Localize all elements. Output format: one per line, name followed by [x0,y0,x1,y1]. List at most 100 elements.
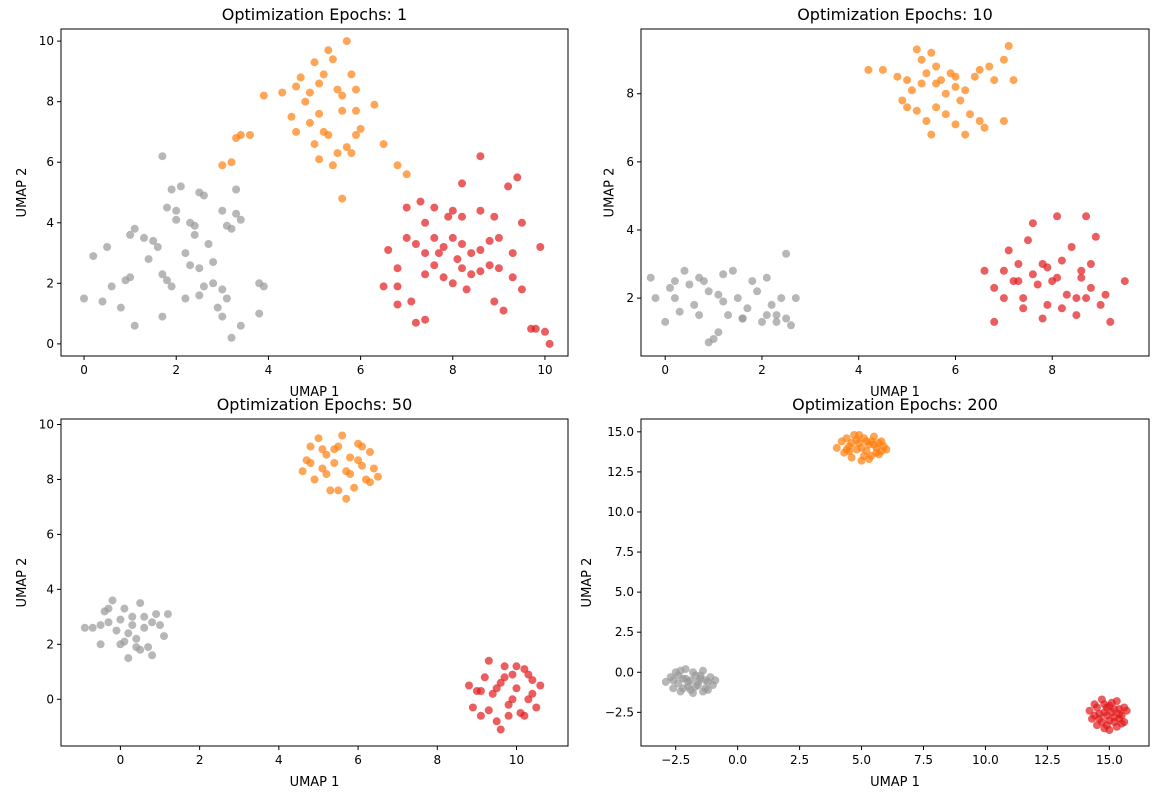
point-gray [767,300,776,309]
point-orange [985,62,994,71]
point-gray [787,321,795,330]
point-red [476,246,485,254]
point-orange [352,85,360,94]
point-orange [970,72,979,81]
point-red [411,240,420,248]
y-tick-label: 12.5 [607,465,634,479]
point-red [532,703,541,712]
point-gray [681,674,690,683]
axes-frame [60,418,569,747]
point-red [467,270,476,279]
point-red [1038,314,1047,323]
point-red [1043,300,1052,309]
y-tick-label: 10.0 [607,505,634,519]
point-red [1102,721,1111,730]
point-red [536,681,545,690]
point-red [407,297,416,306]
point-gray [156,621,164,630]
x-tick-label: −2.5 [661,753,690,767]
point-gray [163,610,172,619]
y-tick-label: 2 [626,291,634,305]
point-gray [669,684,678,693]
point-red [1107,708,1116,717]
point-gray [130,321,139,330]
point-red [490,297,499,306]
point-orange [315,155,324,164]
point-red [500,673,509,682]
point-red [485,236,494,245]
point-red [476,687,485,695]
axes-frame [60,28,569,357]
point-orange [373,472,382,481]
x-axis-label: UMAP 1 [290,385,340,400]
point-red [1115,709,1124,718]
point-red [1110,718,1119,726]
point-red [1033,280,1042,289]
y-tick-label: 0 [46,692,54,706]
point-red [430,233,439,242]
x-tick-label: 5.0 [852,753,871,767]
y-tick-label: 2 [46,276,54,290]
point-gray [689,668,697,677]
y-tick-label: −2.5 [605,705,634,719]
point-gray [120,637,129,646]
point-red [439,273,448,282]
point-red [421,249,430,258]
point-gray [104,618,113,627]
point-gray [738,314,747,323]
point-red [999,294,1008,303]
point-orange [961,86,970,95]
point-gray [666,283,674,292]
point-orange [358,442,366,451]
point-red [476,152,485,161]
y-tick-label: 7.5 [615,545,634,559]
y-tick-label: 10 [39,34,54,48]
point-red [1100,708,1109,717]
point-gray [116,303,125,312]
x-tick-label: 4 [265,363,273,377]
point-gray [686,685,695,694]
point-gray [163,276,171,285]
point-red [1019,294,1028,303]
point-red [528,689,537,698]
point-red [524,695,533,704]
point-orange [961,130,970,139]
point-red [485,261,494,270]
y-axis-label: UMAP 2 [580,558,595,608]
point-red [439,243,448,251]
point-gray [777,294,786,303]
x-axis-label: UMAP 1 [870,775,920,790]
point-red [1086,260,1095,268]
point-gray [167,282,176,291]
point-red [467,249,476,258]
point-orange [346,470,355,478]
point-red [458,240,466,248]
point-orange [865,455,873,464]
point-gray [104,604,113,613]
point-orange [917,55,926,64]
point-gray [128,621,137,630]
x-tick-label: 2 [758,363,766,377]
point-orange [218,161,227,170]
point-gray [227,224,236,233]
x-tick-label: 12.5 [1034,753,1061,767]
point-orange [287,112,296,121]
point-gray [160,632,168,641]
point-red [430,203,439,212]
x-axis-label: UMAP 1 [870,385,920,400]
point-red [458,179,466,188]
subplot-epochs-1: 0 2 4 6 8 10 0 2 4 6 8 10 Optimization Epochs: 1 UMAP… [15,5,569,400]
point-red [458,212,466,221]
point-orange [356,124,365,133]
point-red [512,684,521,693]
point-red [504,182,513,191]
point-gray [719,297,728,306]
point-red [512,662,521,671]
point-gray [209,258,218,267]
point-orange [328,161,337,170]
point-gray [676,666,685,675]
point-orange [941,110,950,119]
point-red [1014,277,1023,286]
point-orange [347,149,356,158]
point-gray [80,623,89,632]
